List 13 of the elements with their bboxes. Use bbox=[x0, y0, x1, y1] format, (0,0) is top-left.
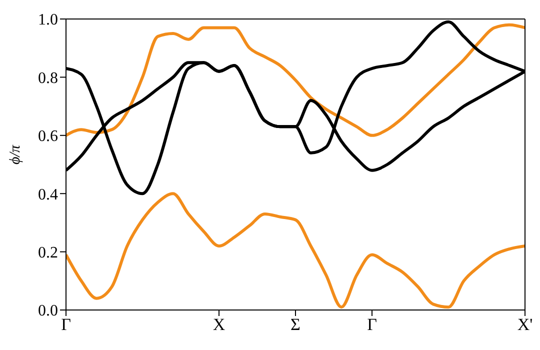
x-tick-label: X bbox=[212, 315, 226, 334]
y-axis-title: ϕ/π bbox=[7, 144, 24, 164]
x-tick-label: X' bbox=[517, 315, 533, 334]
y-tick-label: 0.8 bbox=[38, 70, 58, 87]
x-tick-label: Σ bbox=[290, 315, 301, 334]
y-tick-label: 0.0 bbox=[38, 302, 58, 320]
y-tick-label: 0.4 bbox=[38, 186, 58, 204]
line-series bbox=[66, 23, 525, 137]
y-tick-label: 0.6 bbox=[38, 128, 58, 146]
x-tick-label: Γ bbox=[61, 315, 72, 334]
y-tick-label: 0.2 bbox=[38, 244, 58, 262]
y-tick-label: 1.0 bbox=[38, 12, 58, 29]
x-tick-label: Γ bbox=[367, 315, 378, 334]
